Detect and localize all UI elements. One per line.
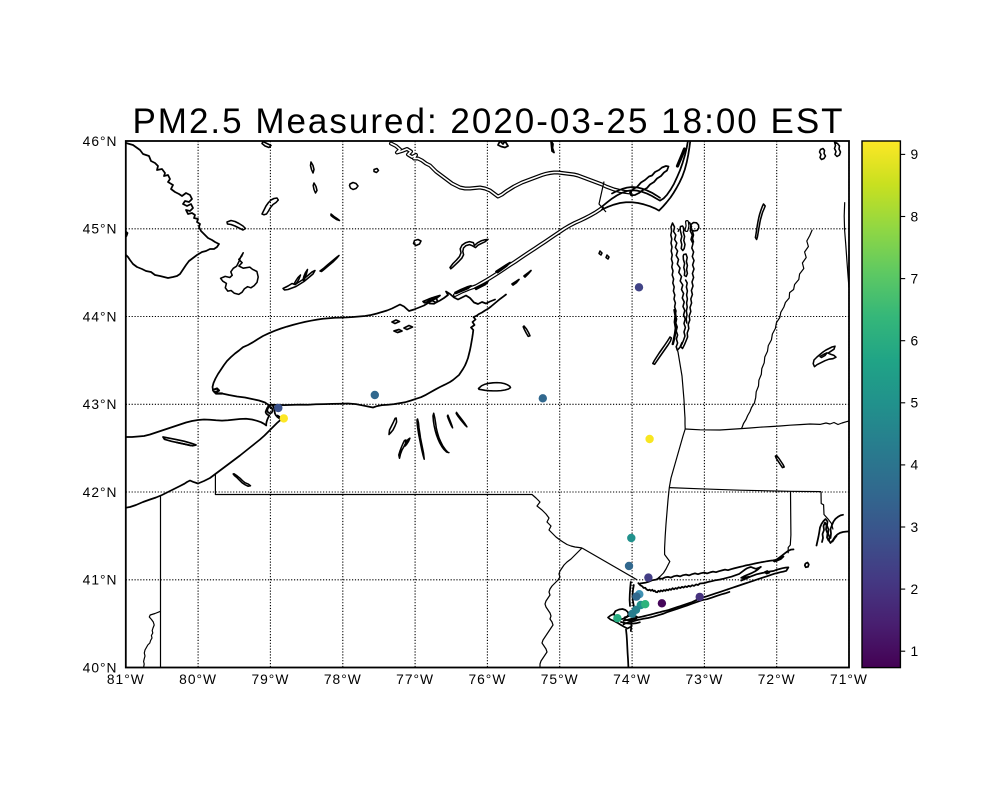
svg-text:72°W: 72°W — [758, 672, 796, 687]
svg-text:7: 7 — [911, 271, 919, 286]
svg-text:PM2.5 Measured: 2020-03-25 18:: PM2.5 Measured: 2020-03-25 18:00 EST — [132, 102, 844, 141]
svg-text:80°W: 80°W — [179, 672, 217, 687]
svg-text:73°W: 73°W — [685, 672, 723, 687]
svg-text:43°N: 43°N — [83, 397, 118, 412]
svg-text:2: 2 — [911, 582, 919, 597]
svg-text:76°W: 76°W — [468, 672, 506, 687]
svg-text:4: 4 — [911, 458, 919, 473]
svg-text:42°N: 42°N — [83, 485, 118, 500]
svg-text:79°W: 79°W — [251, 672, 289, 687]
svg-text:77°W: 77°W — [396, 672, 434, 687]
svg-text:75°W: 75°W — [541, 672, 579, 687]
svg-text:40°N: 40°N — [83, 660, 118, 675]
svg-text:81°W: 81°W — [107, 672, 145, 687]
svg-text:78°W: 78°W — [324, 672, 362, 687]
svg-text:41°N: 41°N — [83, 573, 118, 588]
svg-text:1: 1 — [911, 644, 919, 659]
svg-text:74°W: 74°W — [613, 672, 651, 687]
svg-text:9: 9 — [911, 147, 919, 162]
svg-text:45°N: 45°N — [83, 222, 118, 237]
svg-text:5: 5 — [911, 396, 919, 411]
svg-text:3: 3 — [911, 520, 919, 535]
svg-text:44°N: 44°N — [83, 309, 118, 324]
svg-text:46°N: 46°N — [83, 134, 118, 149]
svg-text:8: 8 — [911, 209, 919, 224]
svg-text:6: 6 — [911, 334, 919, 349]
svg-text:71°W: 71°W — [830, 672, 868, 687]
